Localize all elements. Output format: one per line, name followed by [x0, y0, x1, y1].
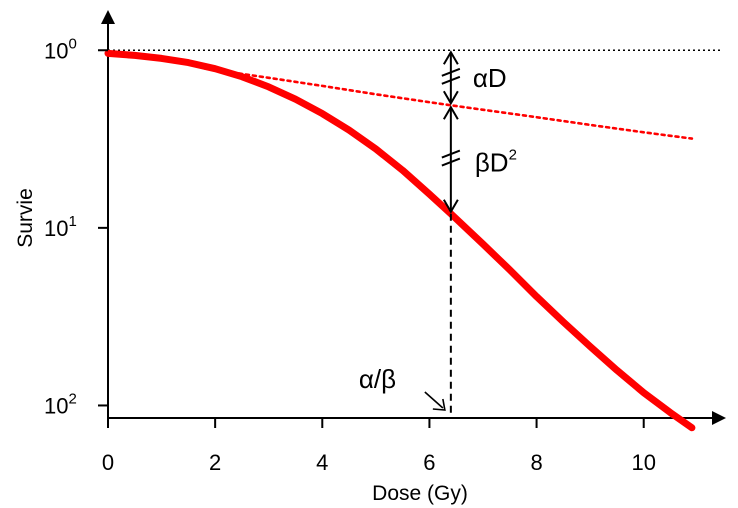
y-tick-label: 102 [44, 390, 77, 418]
x-tick-label: 6 [423, 450, 435, 475]
x-tick-label: 8 [530, 450, 542, 475]
x-tick-label: 4 [316, 450, 328, 475]
alpha-d-arrow-head-bottom [442, 90, 459, 106]
y-tick-label: 100 [44, 35, 77, 63]
beta-d2-arrow-break-mark [441, 149, 461, 167]
x-tick-label: 10 [631, 450, 655, 475]
alpha-beta-ratio-label: α/β [359, 364, 396, 394]
y-tick-label: 101 [44, 213, 77, 241]
x-tick-label: 0 [102, 450, 114, 475]
beta-d2-arrow-head-bottom [442, 199, 459, 214]
x-tick-label: 2 [209, 450, 221, 475]
alpha-d-label: αD [473, 63, 507, 93]
ratio-pointer-arrow [424, 391, 444, 409]
alpha-d-arrow-head-top [442, 50, 459, 65]
x-axis-label: Dose (Gy) [372, 482, 468, 505]
beta-d2-label: βD2 [475, 147, 517, 178]
x-axis-arrowhead [712, 411, 726, 425]
y-axis-label: Survie [14, 188, 37, 248]
beta-d2-arrow-head-top [442, 105, 459, 120]
survival-curve [104, 49, 696, 432]
y-axis-arrowhead [101, 10, 115, 24]
alpha-d-arrow-break-mark [441, 67, 461, 85]
alpha-component-line [203, 67, 694, 140]
ratio-pointer-arrow-head [432, 398, 446, 411]
